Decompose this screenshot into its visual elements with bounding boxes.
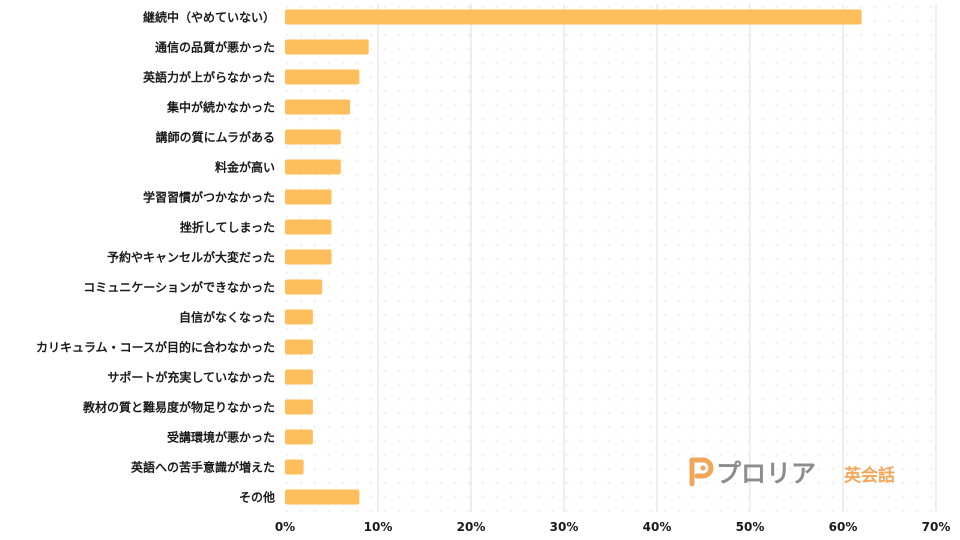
category-label: 受講環境が悪かった xyxy=(167,430,275,445)
x-tick-label: 30% xyxy=(550,520,579,534)
brand-name: プロリア xyxy=(716,459,816,488)
bar xyxy=(285,369,313,385)
bar xyxy=(285,249,332,265)
category-label: コミュニケーションができなかった xyxy=(83,280,275,295)
x-tick-label: 0% xyxy=(275,520,295,534)
x-axis-tick-labels: 0% 10% 20% 30% 40% 50% 60% 70% xyxy=(275,520,951,534)
category-label: 予約やキャンセルが大変だった xyxy=(107,250,275,265)
x-tick-label: 10% xyxy=(364,520,393,534)
category-label: 通信の品質が悪かった xyxy=(155,40,275,55)
category-label: 英語への苦手意識が増えた xyxy=(131,460,275,475)
bar xyxy=(285,309,313,325)
x-tick-label: 50% xyxy=(736,520,765,534)
bar xyxy=(285,279,323,295)
x-tick-label: 20% xyxy=(457,520,486,534)
category-label: 継続中（やめていない） xyxy=(143,10,275,25)
category-label: 料金が高い xyxy=(215,160,275,175)
category-label: 集中が続かなかった xyxy=(166,100,275,115)
category-label: 学習習慣がつかなかった xyxy=(143,190,275,205)
category-label: 英語力が上がらなかった xyxy=(143,70,275,85)
bar xyxy=(285,189,332,205)
bar xyxy=(285,9,862,25)
category-label: その他 xyxy=(239,490,275,505)
plot-background xyxy=(285,0,936,512)
category-label: 講師の質にムラがある xyxy=(156,130,275,145)
bar xyxy=(285,39,369,55)
x-tick-label: 60% xyxy=(829,520,858,534)
category-label: サポートが充実していなかった xyxy=(107,370,275,385)
bar xyxy=(285,459,304,475)
bar xyxy=(285,429,313,445)
bar xyxy=(285,69,360,85)
bars xyxy=(285,9,862,505)
bar xyxy=(285,99,351,115)
category-label: 挫折してしまった xyxy=(180,220,275,235)
bar xyxy=(285,159,341,175)
category-label: 教材の質と難易度が物足りなかった xyxy=(82,400,275,415)
bar xyxy=(285,489,360,505)
category-labels: 継続中（やめていない） 通信の品質が悪かった英語力が上がらなかった集中が続かなかっ… xyxy=(36,10,275,505)
bar xyxy=(285,129,341,145)
category-label: 自信がなくなった xyxy=(179,310,275,325)
bar xyxy=(285,399,313,415)
brand-logo-icon xyxy=(689,457,714,487)
x-tick-label: 70% xyxy=(922,520,951,534)
brand-sub: 英会話 xyxy=(844,465,895,486)
grid-lines xyxy=(377,4,937,512)
bar xyxy=(285,219,332,235)
brand-watermark: プロリア 英会話 xyxy=(689,457,895,488)
bar xyxy=(285,339,313,355)
category-label: カリキュラム・コースが目的に合わなかった xyxy=(36,340,275,355)
x-tick-label: 40% xyxy=(643,520,672,534)
